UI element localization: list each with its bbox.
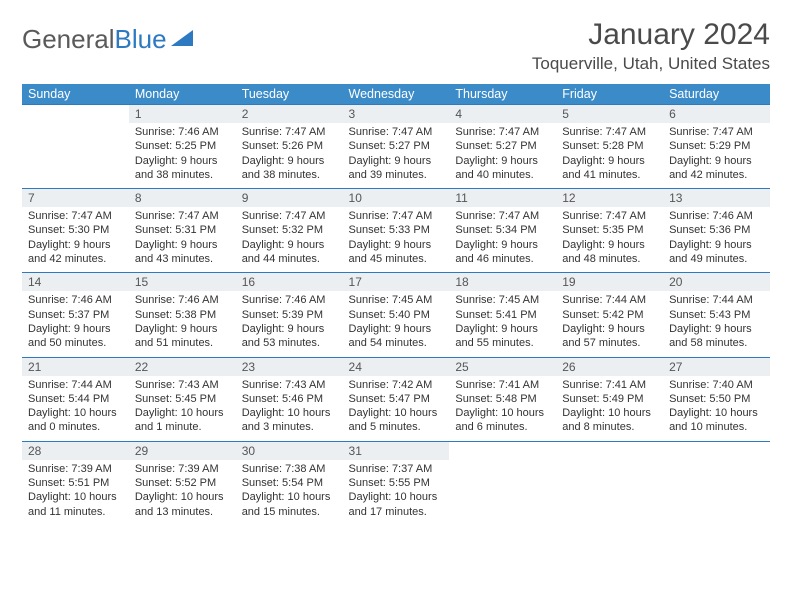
- day-number: 12: [556, 189, 663, 208]
- day-details: Sunrise: 7:42 AMSunset: 5:47 PMDaylight:…: [343, 376, 450, 442]
- logo: GeneralBlue: [22, 24, 197, 55]
- day-details: Sunrise: 7:39 AMSunset: 5:52 PMDaylight:…: [129, 460, 236, 525]
- empty-cell: [556, 441, 663, 460]
- empty-cell: [556, 460, 663, 525]
- week-daynum-row: 21222324252627: [22, 357, 770, 376]
- day-number: 9: [236, 189, 343, 208]
- empty-cell: [663, 441, 770, 460]
- day-details: Sunrise: 7:46 AMSunset: 5:36 PMDaylight:…: [663, 207, 770, 273]
- day-number: 19: [556, 273, 663, 292]
- month-title: January 2024: [532, 18, 770, 52]
- title-block: January 2024 Toquerville, Utah, United S…: [532, 18, 770, 74]
- day-header: Monday: [129, 84, 236, 105]
- day-details: Sunrise: 7:47 AMSunset: 5:31 PMDaylight:…: [129, 207, 236, 273]
- day-number: 17: [343, 273, 450, 292]
- logo-word1: General: [22, 24, 115, 55]
- logo-triangle-icon: [171, 24, 197, 55]
- week-daynum-row: 123456: [22, 105, 770, 124]
- day-number: 15: [129, 273, 236, 292]
- week-detail-row: Sunrise: 7:39 AMSunset: 5:51 PMDaylight:…: [22, 460, 770, 525]
- week-daynum-row: 14151617181920: [22, 273, 770, 292]
- day-number: 1: [129, 105, 236, 124]
- day-number: 4: [449, 105, 556, 124]
- day-details: Sunrise: 7:45 AMSunset: 5:41 PMDaylight:…: [449, 291, 556, 357]
- day-number: 8: [129, 189, 236, 208]
- day-number: 26: [556, 357, 663, 376]
- empty-cell: [22, 105, 129, 124]
- day-number: 20: [663, 273, 770, 292]
- day-number: 25: [449, 357, 556, 376]
- calendar-body: 123456Sunrise: 7:46 AMSunset: 5:25 PMDay…: [22, 105, 770, 525]
- day-details: Sunrise: 7:38 AMSunset: 5:54 PMDaylight:…: [236, 460, 343, 525]
- logo-word2: Blue: [115, 24, 167, 55]
- week-daynum-row: 28293031: [22, 441, 770, 460]
- day-details: Sunrise: 7:44 AMSunset: 5:42 PMDaylight:…: [556, 291, 663, 357]
- day-details: Sunrise: 7:44 AMSunset: 5:44 PMDaylight:…: [22, 376, 129, 442]
- day-number: 13: [663, 189, 770, 208]
- week-detail-row: Sunrise: 7:46 AMSunset: 5:37 PMDaylight:…: [22, 291, 770, 357]
- day-number: 7: [22, 189, 129, 208]
- day-number: 11: [449, 189, 556, 208]
- day-number: 21: [22, 357, 129, 376]
- day-number: 27: [663, 357, 770, 376]
- day-number: 22: [129, 357, 236, 376]
- day-details: Sunrise: 7:47 AMSunset: 5:27 PMDaylight:…: [343, 123, 450, 189]
- day-header: Wednesday: [343, 84, 450, 105]
- calendar-table: SundayMondayTuesdayWednesdayThursdayFrid…: [22, 84, 770, 525]
- day-details: Sunrise: 7:46 AMSunset: 5:38 PMDaylight:…: [129, 291, 236, 357]
- day-details: Sunrise: 7:47 AMSunset: 5:28 PMDaylight:…: [556, 123, 663, 189]
- day-details: Sunrise: 7:46 AMSunset: 5:39 PMDaylight:…: [236, 291, 343, 357]
- day-details: Sunrise: 7:47 AMSunset: 5:34 PMDaylight:…: [449, 207, 556, 273]
- day-header: Sunday: [22, 84, 129, 105]
- day-number: 31: [343, 441, 450, 460]
- day-details: Sunrise: 7:47 AMSunset: 5:32 PMDaylight:…: [236, 207, 343, 273]
- day-details: Sunrise: 7:46 AMSunset: 5:25 PMDaylight:…: [129, 123, 236, 189]
- day-number: 23: [236, 357, 343, 376]
- week-detail-row: Sunrise: 7:46 AMSunset: 5:25 PMDaylight:…: [22, 123, 770, 189]
- day-details: Sunrise: 7:47 AMSunset: 5:33 PMDaylight:…: [343, 207, 450, 273]
- week-daynum-row: 78910111213: [22, 189, 770, 208]
- day-header: Friday: [556, 84, 663, 105]
- day-number: 2: [236, 105, 343, 124]
- day-number: 18: [449, 273, 556, 292]
- day-details: Sunrise: 7:41 AMSunset: 5:49 PMDaylight:…: [556, 376, 663, 442]
- day-details: Sunrise: 7:47 AMSunset: 5:29 PMDaylight:…: [663, 123, 770, 189]
- day-number: 30: [236, 441, 343, 460]
- day-number: 10: [343, 189, 450, 208]
- header: GeneralBlue January 2024 Toquerville, Ut…: [22, 18, 770, 74]
- day-number: 5: [556, 105, 663, 124]
- day-details: Sunrise: 7:43 AMSunset: 5:46 PMDaylight:…: [236, 376, 343, 442]
- day-details: Sunrise: 7:40 AMSunset: 5:50 PMDaylight:…: [663, 376, 770, 442]
- day-header: Thursday: [449, 84, 556, 105]
- day-details: Sunrise: 7:47 AMSunset: 5:26 PMDaylight:…: [236, 123, 343, 189]
- day-details: Sunrise: 7:47 AMSunset: 5:30 PMDaylight:…: [22, 207, 129, 273]
- day-details: Sunrise: 7:46 AMSunset: 5:37 PMDaylight:…: [22, 291, 129, 357]
- empty-cell: [449, 460, 556, 525]
- day-header: Saturday: [663, 84, 770, 105]
- empty-cell: [22, 123, 129, 189]
- day-number: 24: [343, 357, 450, 376]
- day-details: Sunrise: 7:45 AMSunset: 5:40 PMDaylight:…: [343, 291, 450, 357]
- day-number: 14: [22, 273, 129, 292]
- day-number: 28: [22, 441, 129, 460]
- location: Toquerville, Utah, United States: [532, 54, 770, 74]
- day-header: Tuesday: [236, 84, 343, 105]
- week-detail-row: Sunrise: 7:47 AMSunset: 5:30 PMDaylight:…: [22, 207, 770, 273]
- day-details: Sunrise: 7:41 AMSunset: 5:48 PMDaylight:…: [449, 376, 556, 442]
- day-details: Sunrise: 7:47 AMSunset: 5:27 PMDaylight:…: [449, 123, 556, 189]
- calendar-head: SundayMondayTuesdayWednesdayThursdayFrid…: [22, 84, 770, 105]
- day-number: 3: [343, 105, 450, 124]
- day-number: 29: [129, 441, 236, 460]
- empty-cell: [449, 441, 556, 460]
- empty-cell: [663, 460, 770, 525]
- day-number: 16: [236, 273, 343, 292]
- day-number: 6: [663, 105, 770, 124]
- day-details: Sunrise: 7:47 AMSunset: 5:35 PMDaylight:…: [556, 207, 663, 273]
- week-detail-row: Sunrise: 7:44 AMSunset: 5:44 PMDaylight:…: [22, 376, 770, 442]
- day-details: Sunrise: 7:37 AMSunset: 5:55 PMDaylight:…: [343, 460, 450, 525]
- day-details: Sunrise: 7:44 AMSunset: 5:43 PMDaylight:…: [663, 291, 770, 357]
- day-details: Sunrise: 7:39 AMSunset: 5:51 PMDaylight:…: [22, 460, 129, 525]
- day-details: Sunrise: 7:43 AMSunset: 5:45 PMDaylight:…: [129, 376, 236, 442]
